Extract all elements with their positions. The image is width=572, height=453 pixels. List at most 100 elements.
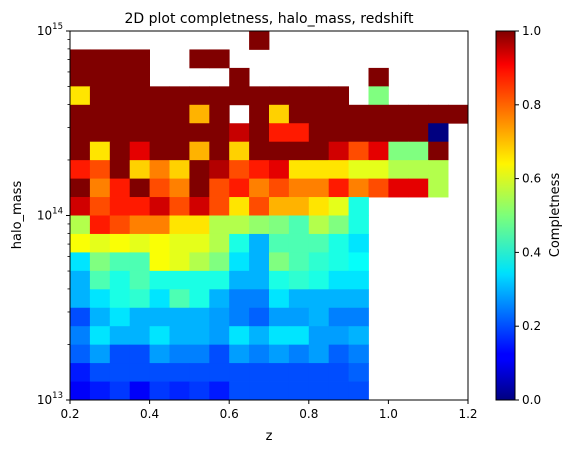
heatmap-cell: [288, 178, 310, 198]
heatmap-cell: [408, 104, 429, 124]
heatmap-cell: [229, 344, 250, 364]
heatmap-cell: [328, 307, 349, 327]
heatmap-cell: [109, 381, 131, 401]
heatmap-cell: [189, 344, 210, 364]
heatmap-cell: [269, 307, 290, 327]
heatmap-cell: [229, 252, 250, 272]
heatmap-cell: [129, 197, 150, 216]
heatmap-cell: [89, 160, 111, 179]
heatmap-cell: [229, 178, 250, 198]
heatmap-cell: [209, 141, 230, 161]
heatmap-cell: [109, 270, 131, 290]
heatmap-cell: [129, 86, 150, 106]
heatmap-cell: [169, 326, 190, 346]
heatmap-cell: [288, 123, 310, 143]
heatmap-cell: [288, 344, 310, 364]
heatmap-cell: [149, 363, 170, 382]
heatmap-cell: [308, 381, 330, 401]
heatmap-cell: [149, 123, 170, 143]
heatmap-cell: [89, 178, 111, 198]
heatmap-cell: [209, 326, 230, 346]
heatmap-cell: [169, 141, 190, 161]
heatmap-cell: [149, 344, 170, 364]
colorbar-label: Completness: [548, 173, 563, 258]
heatmap-cell: [70, 86, 91, 106]
heatmap-cell: [288, 86, 310, 106]
heatmap-cell: [328, 270, 349, 290]
heatmap-cell: [149, 197, 170, 216]
heatmap-cell: [89, 141, 111, 161]
heatmap-cell: [408, 123, 429, 143]
x-tick-label: 0.8: [299, 407, 318, 421]
heatmap-cell: [288, 233, 310, 253]
heatmap-cell: [388, 141, 409, 161]
heatmap-cell: [109, 197, 131, 216]
heatmap-cell: [308, 123, 330, 143]
heatmap-cell: [89, 197, 111, 216]
heatmap-cell: [169, 270, 190, 290]
heatmap-cell: [149, 160, 170, 179]
heatmap-cell: [169, 233, 190, 253]
heatmap-cell: [129, 363, 150, 382]
heatmap-cell: [269, 178, 290, 198]
heatmap-cell: [249, 178, 270, 198]
heatmap-cell: [70, 141, 91, 161]
heatmap-cell: [209, 215, 230, 235]
heatmap-cell: [368, 104, 389, 124]
heatmap-cell: [89, 104, 111, 124]
heatmap-cell: [189, 307, 210, 327]
heatmap-cell: [109, 252, 131, 272]
heatmap-cell: [129, 344, 150, 364]
heatmap-cell: [129, 67, 150, 87]
heatmap-cell: [189, 160, 210, 179]
heatmap-cell: [169, 252, 190, 272]
heatmap-cell: [348, 252, 369, 272]
heatmap-cell: [129, 49, 150, 69]
heatmap-cell: [89, 270, 111, 290]
heatmap-cell: [209, 160, 230, 179]
heatmap-cell: [308, 86, 330, 106]
heatmap-cell: [308, 326, 330, 346]
heatmap-cell: [70, 215, 91, 235]
x-axis-label: z: [266, 429, 273, 444]
heatmap-cell: [288, 104, 310, 124]
heatmap-cell: [249, 197, 270, 216]
heatmap-cell: [169, 160, 190, 179]
heatmap-cell: [308, 252, 330, 272]
heatmap-cell: [89, 86, 111, 106]
heatmap-cell: [249, 215, 270, 235]
heatmap-cell: [308, 197, 330, 216]
colorbar-tick-label: 0.4: [522, 245, 541, 259]
heatmap-cell: [249, 31, 270, 50]
heatmap-cell: [229, 86, 250, 106]
heatmap-cell: [70, 252, 91, 272]
chart-title: 2D plot completness, halo_mass, redshift: [125, 11, 414, 27]
heatmap-cell: [229, 215, 250, 235]
heatmap-cell: [109, 178, 131, 198]
heatmap-cell: [269, 270, 290, 290]
heatmap-cell: [328, 197, 349, 216]
heatmap-cell: [189, 104, 210, 124]
heatmap-cell: [209, 86, 230, 106]
heatmap-cell: [169, 197, 190, 216]
heatmap-cell: [89, 381, 111, 401]
heatmap-cell: [209, 289, 230, 309]
heatmap-cell: [348, 326, 369, 346]
heatmap-cells: [70, 31, 469, 401]
heatmap-cell: [229, 197, 250, 216]
heatmap-cell: [388, 178, 409, 198]
heatmap-cell: [408, 141, 429, 161]
y-axis-ticks: 1013 1014 1015: [37, 22, 70, 407]
heatmap-cell: [209, 197, 230, 216]
heatmap-cell: [149, 86, 170, 106]
heatmap-cell: [89, 326, 111, 346]
heatmap-cell: [189, 270, 210, 290]
heatmap-cell: [348, 233, 369, 253]
heatmap-cell: [288, 160, 310, 179]
heatmap-cell: [89, 344, 111, 364]
heatmap-cell: [229, 160, 250, 179]
x-tick-label: 1.2: [458, 407, 477, 421]
heatmap-cell: [189, 326, 210, 346]
heatmap-cell: [229, 289, 250, 309]
heatmap-cell: [169, 381, 190, 401]
